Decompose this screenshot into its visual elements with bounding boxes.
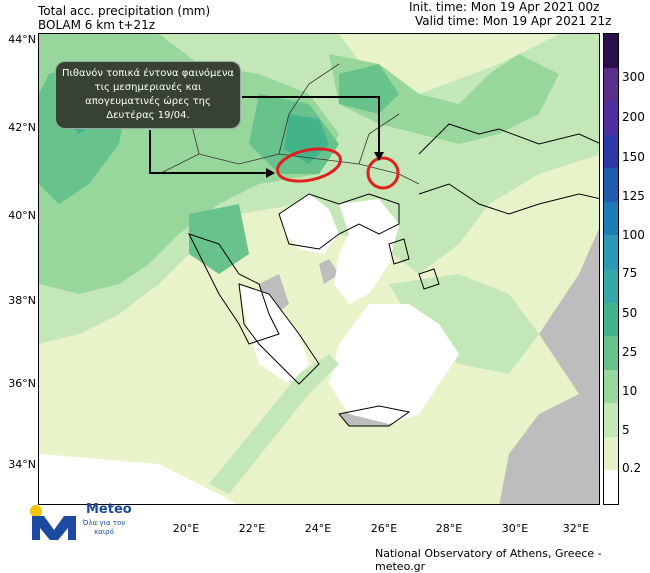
colorbar-label: 125	[622, 189, 645, 203]
logo-tagline: Όλα για τον καιρό	[82, 519, 126, 536]
dry-sea-areas	[39, 194, 459, 504]
lat-label: 38°N	[8, 294, 36, 307]
colorbar-segment	[604, 168, 618, 202]
colorbar-segment	[604, 268, 618, 303]
init-time: Init. time: Mon 19 Apr 2021 00z	[409, 0, 600, 14]
meteo-logo-mark	[30, 505, 76, 540]
colorbar-segment	[604, 436, 618, 471]
colorbar-label: 50	[622, 306, 638, 320]
colorbar-segment	[604, 336, 618, 370]
colorbar-label: 150	[622, 150, 645, 164]
colorbar-segment	[604, 201, 618, 236]
colorbar-segment	[604, 101, 618, 135]
colorbar-label: 5	[622, 423, 630, 437]
coastlines	[188, 123, 599, 427]
colorbar-segment	[604, 134, 618, 169]
model-label: BOLAM 6 km t+21z	[38, 18, 156, 32]
colorbar-segment	[604, 235, 618, 269]
lon-label: 20°E	[172, 522, 200, 535]
colorbar-label: 25	[622, 345, 638, 359]
colorbar-label: 200	[622, 110, 645, 124]
callout-arrows	[149, 96, 380, 174]
colorbar-segment	[604, 302, 618, 337]
lon-label: 32°E	[562, 522, 590, 535]
map-title: Total acc. precipitation (mm)	[38, 4, 211, 18]
colorbar-segment	[604, 470, 618, 504]
colorbar-segment	[604, 34, 618, 68]
lat-label: 44°N	[8, 33, 36, 46]
colorbar-label: 300	[622, 70, 645, 84]
colorbar-segment	[604, 403, 618, 437]
colorbar	[603, 33, 619, 505]
valid-time: Valid time: Mon 19 Apr 2021 21z	[415, 14, 612, 28]
colorbar-label: 10	[622, 384, 638, 398]
precipitation-map	[38, 33, 600, 505]
forecast-callout: Πιθανόν τοπικά έντονα φαινόμενα τις μεση…	[55, 61, 241, 129]
colorbar-label: 100	[622, 228, 645, 242]
lon-label: 28°E	[435, 522, 463, 535]
logo-brand: Meteo	[86, 502, 132, 517]
footer-credit: National Observatory of Athens, Greece -…	[375, 547, 602, 573]
lat-label: 40°N	[8, 209, 36, 222]
lon-label: 26°E	[370, 522, 398, 535]
lat-label: 36°N	[8, 377, 36, 390]
colorbar-segment	[604, 67, 618, 102]
colorbar-segment	[604, 369, 618, 404]
meteo-logo: Meteo Όλα για τον καιρό	[24, 500, 144, 545]
highlight-circle-thrace	[366, 156, 400, 190]
lat-label: 42°N	[8, 121, 36, 134]
colorbar-label: 0.2	[622, 461, 642, 475]
lon-label: 30°E	[501, 522, 529, 535]
lon-label: 24°E	[304, 522, 332, 535]
colorbar-label: 75	[622, 266, 638, 280]
precip-streak	[209, 354, 339, 494]
highlight-circle-macedonia	[276, 147, 342, 183]
lat-label: 34°N	[8, 458, 36, 471]
lon-label: 22°E	[238, 522, 266, 535]
